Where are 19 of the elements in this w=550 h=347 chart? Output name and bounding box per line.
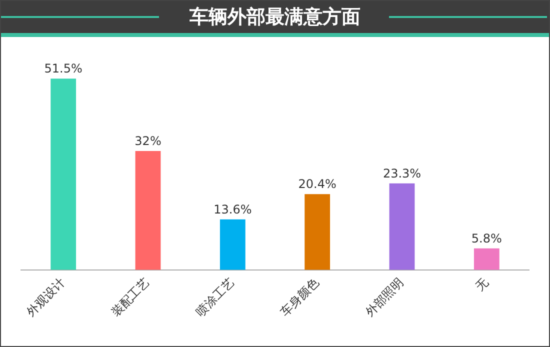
data-label: 23.3% [382, 166, 422, 180]
data-label: 20.4% [298, 177, 336, 192]
data-label: 32% [134, 134, 162, 148]
x-tick-label: 无 [472, 275, 491, 294]
x-tick-label: 车身颜色 [278, 275, 322, 320]
bar [135, 151, 161, 270]
data-label: 5.8% [471, 231, 502, 246]
bar [50, 78, 76, 270]
bar [220, 219, 246, 270]
x-tick-label: 外观设计 [24, 275, 68, 320]
bar [389, 183, 415, 270]
chart-title: 车辆外部最满意方面 [188, 5, 362, 30]
x-tick-label: 喷涂工艺 [193, 275, 237, 320]
bar [304, 194, 330, 270]
data-label: 51.5% [44, 62, 82, 76]
data-label: 13.6% [214, 202, 252, 216]
x-tick-label: 外部照明 [362, 275, 406, 320]
bar [474, 248, 500, 270]
x-tick-label: 装配工艺 [108, 275, 152, 320]
